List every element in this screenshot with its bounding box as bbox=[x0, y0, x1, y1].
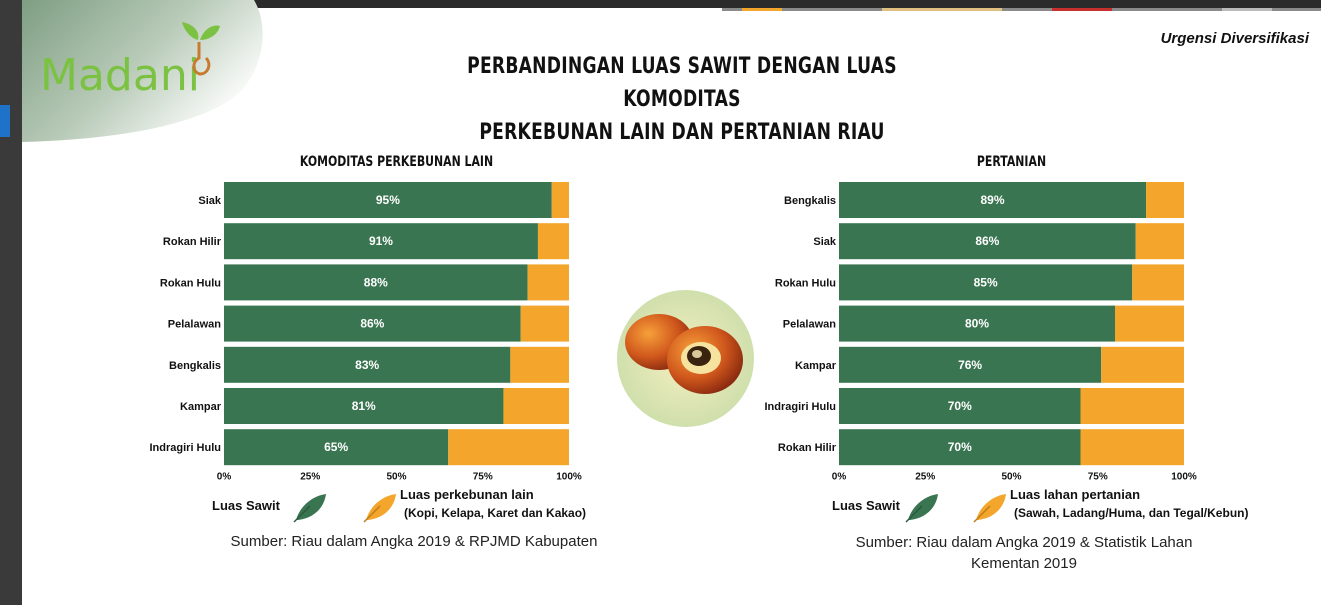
data-label: 70% bbox=[948, 440, 972, 454]
top-color-strip bbox=[722, 8, 1321, 11]
bar-other bbox=[527, 264, 569, 301]
x-tick-label: 0% bbox=[217, 471, 232, 482]
data-label: 89% bbox=[981, 193, 1005, 207]
palm-fruit-image bbox=[617, 290, 754, 427]
x-tick-label: 100% bbox=[556, 471, 582, 482]
legend-other-label: Luas lahan pertanian bbox=[1010, 487, 1141, 502]
data-label: 83% bbox=[355, 358, 379, 372]
data-label: 86% bbox=[360, 317, 384, 331]
x-tick-label: 75% bbox=[1088, 471, 1108, 482]
bar-sawit bbox=[224, 388, 504, 424]
orange-leaf-icon bbox=[363, 494, 396, 523]
green-leaf-icon bbox=[905, 494, 938, 523]
bar-other bbox=[1101, 346, 1184, 383]
category-label: Rokan Hulu bbox=[160, 277, 221, 289]
category-label: Siak bbox=[198, 195, 222, 207]
page-title: PERBANDINGAN LUAS SAWIT DENGAN LUAS KOMO… bbox=[432, 50, 931, 149]
bar-sawit bbox=[224, 305, 521, 342]
madani-logo: Madani bbox=[22, 0, 263, 142]
bar-sawit bbox=[224, 429, 449, 466]
data-label: 88% bbox=[364, 275, 388, 289]
bar-sawit bbox=[224, 346, 511, 383]
bar-sawit bbox=[224, 264, 528, 301]
category-label: Indragiri Hulu bbox=[765, 401, 837, 413]
source-left: Sumber: Riau dalam Angka 2019 & RPJMD Ka… bbox=[200, 531, 628, 552]
data-label: 70% bbox=[948, 399, 972, 413]
category-label: Indragiri Hulu bbox=[150, 442, 222, 454]
bar-sawit bbox=[839, 429, 1081, 466]
bar-other bbox=[1115, 305, 1184, 342]
data-label: 95% bbox=[376, 193, 400, 207]
chart-title: PERTANIAN bbox=[977, 153, 1046, 170]
legend-sawit-label: Luas Sawit bbox=[832, 498, 900, 513]
bar-other bbox=[503, 388, 569, 424]
data-label: 85% bbox=[974, 275, 998, 289]
bar-sawit bbox=[839, 388, 1081, 424]
category-label: Pelalawan bbox=[168, 319, 221, 331]
bar-sawit bbox=[839, 305, 1115, 342]
data-label: 91% bbox=[369, 234, 393, 248]
bar-sawit bbox=[839, 182, 1147, 218]
data-label: 81% bbox=[352, 399, 376, 413]
bar-other bbox=[537, 223, 569, 260]
x-tick-label: 50% bbox=[386, 471, 406, 482]
green-leaf-icon bbox=[293, 494, 326, 523]
category-label: Bengkalis bbox=[784, 195, 836, 207]
logo-text: Madani bbox=[40, 50, 200, 101]
bar-other bbox=[520, 305, 569, 342]
bar-other bbox=[551, 182, 569, 218]
title-line-1: PERBANDINGAN LUAS SAWIT DENGAN LUAS KOMO… bbox=[467, 54, 897, 112]
x-tick-label: 100% bbox=[1171, 471, 1197, 482]
chart-title: KOMODITAS PERKEBUNAN LAIN bbox=[300, 153, 493, 170]
x-tick-label: 50% bbox=[1001, 471, 1021, 482]
bar-sawit bbox=[839, 346, 1102, 383]
legend-other-sub: (Kopi, Kelapa, Karet dan Kakao) bbox=[404, 506, 587, 520]
bar-other bbox=[1080, 388, 1184, 424]
data-label: 80% bbox=[965, 317, 989, 331]
bar-other bbox=[510, 346, 569, 383]
x-tick-label: 25% bbox=[300, 471, 320, 482]
legend-other-sub: (Sawah, Ladang/Huma, dan Tegal/Kebun) bbox=[1014, 506, 1249, 520]
x-tick-label: 0% bbox=[832, 471, 847, 482]
category-label: Kampar bbox=[795, 360, 837, 372]
edge-accent bbox=[0, 105, 10, 137]
category-label: Siak bbox=[813, 236, 837, 248]
category-label: Rokan Hulu bbox=[775, 277, 836, 289]
chart-pertanian: PERTANIAN Bengkalis 89% Siak 86% Rokan Hulu 85… bbox=[755, 148, 1205, 488]
category-label: Rokan Hilir bbox=[163, 236, 222, 248]
chart-pertanian-svg: PERTANIAN Bengkalis 89% Siak 86% Rokan Hulu 85… bbox=[765, 153, 1197, 483]
legend-sawit-label: Luas Sawit bbox=[212, 498, 280, 513]
chart-perkebunan-svg: KOMODITAS PERKEBUNAN LAIN Siak 95% Rokan Hi… bbox=[150, 153, 582, 483]
bar-sawit bbox=[224, 223, 538, 260]
x-tick-label: 25% bbox=[915, 471, 935, 482]
data-label: 86% bbox=[975, 234, 999, 248]
data-label: 76% bbox=[958, 358, 982, 372]
window-left-edge bbox=[0, 0, 22, 605]
chart-perkebunan: KOMODITAS PERKEBUNAN LAIN Siak 95% Rokan Hi… bbox=[140, 148, 590, 488]
bar-other bbox=[1080, 429, 1184, 466]
bar-sawit bbox=[839, 264, 1133, 301]
title-line-2: PERKEBUNAN LAIN DAN PERTANIAN RIAU bbox=[479, 120, 885, 145]
source-right-line1: Sumber: Riau dalam Angka 2019 & Statisti… bbox=[855, 534, 1193, 551]
x-tick-label: 75% bbox=[473, 471, 493, 482]
bar-sawit bbox=[224, 182, 552, 218]
category-label: Rokan Hilir bbox=[778, 442, 837, 454]
bar-sawit bbox=[839, 223, 1136, 260]
category-label: Pelalawan bbox=[783, 319, 836, 331]
bar-other bbox=[1146, 182, 1184, 218]
source-left-line1: Sumber: Riau dalam Angka 2019 & RPJMD Ka… bbox=[230, 533, 598, 550]
section-label: Urgensi Diversifikasi bbox=[1160, 30, 1309, 47]
source-right: Sumber: Riau dalam Angka 2019 & Statisti… bbox=[820, 532, 1228, 574]
category-label: Bengkalis bbox=[169, 360, 221, 372]
bar-other bbox=[1132, 264, 1184, 301]
legend-other-label: Luas perkebunan lain bbox=[400, 487, 534, 502]
bar-other bbox=[1135, 223, 1184, 260]
data-label: 65% bbox=[324, 440, 348, 454]
orange-leaf-icon bbox=[973, 494, 1006, 523]
source-right-line2: Kementan 2019 bbox=[971, 555, 1077, 572]
category-label: Kampar bbox=[180, 401, 222, 413]
bar-other bbox=[448, 429, 569, 466]
